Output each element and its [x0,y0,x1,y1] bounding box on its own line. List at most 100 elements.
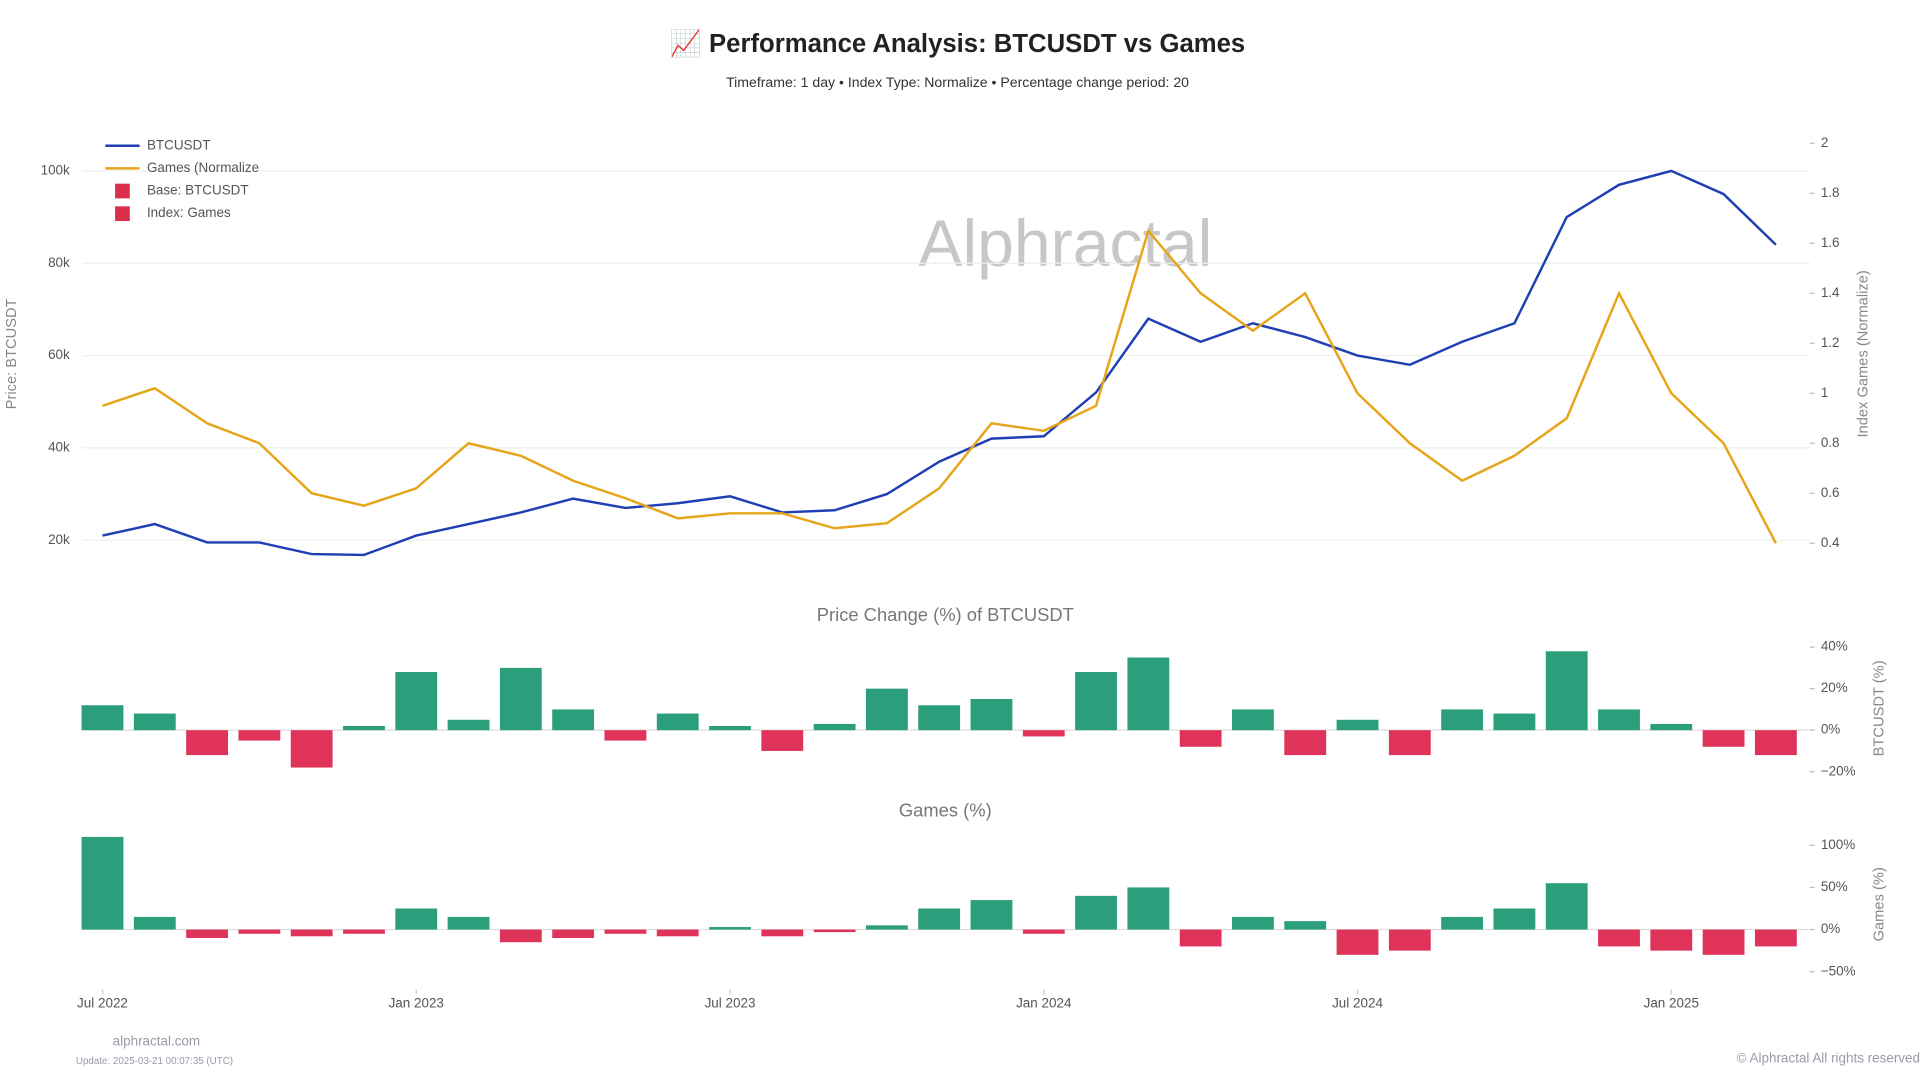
bar [1022,730,1065,737]
bar [1702,929,1745,955]
bar [238,929,281,934]
bar [1336,929,1379,955]
bar [1388,730,1431,756]
chart-title: 📈 Performance Analysis: BTCUSDT vs Games [670,28,1245,58]
bar [1075,672,1117,731]
bar [1754,929,1797,947]
bar [81,705,124,731]
bar [395,908,438,930]
bar [499,667,542,731]
chart-subtitle: Timeframe: 1 day • Index Type: Normalize… [726,74,1189,90]
bar [970,900,1013,930]
bar [1388,929,1431,951]
line-series [102,169,1777,557]
line-series [102,228,1777,544]
bar [761,730,804,751]
y-tick-label: 40k [48,439,70,454]
footer-copyright: © Alphractal All rights reserved [1737,1051,1920,1066]
y-tick-label: 0% [1821,921,1840,936]
bar [133,916,176,930]
y2-tick-label: 1.8 [1821,185,1840,200]
bar [499,929,542,943]
bar [552,929,595,938]
y-axis-title: Games (%) [1871,867,1887,941]
y-tick-label: 80k [48,255,70,270]
bar [1441,916,1484,930]
bar [1075,895,1117,930]
y2-tick-label: 0.4 [1821,535,1840,550]
bar [343,726,385,731]
y2-tick-label: 2 [1821,135,1828,150]
y-tick-label: 0% [1821,722,1840,737]
y2-tick-label: 0.6 [1821,485,1840,500]
bar [813,929,856,933]
bar [1284,730,1327,756]
x-tick-label: Jul 2024 [1332,996,1383,1011]
bar [290,730,333,768]
bar [1284,921,1327,930]
bar [865,925,908,930]
bar [1441,709,1484,731]
bar [1702,730,1745,747]
bar [1179,730,1222,747]
panel-title: Games (%) [899,800,992,821]
bar [1545,883,1588,930]
y-tick-label: −50% [1821,963,1856,978]
bar [1598,929,1640,947]
bar [1232,916,1274,930]
bar [1754,730,1797,756]
footer-update: Update: 2025-03-21 00:07:35 (UTC) [76,1056,233,1067]
legend-label: Index: Games [147,205,231,220]
x-tick-label: Jul 2023 [705,996,756,1011]
legend-swatch [115,206,130,222]
x-tick-label: Jan 2024 [1016,996,1072,1011]
bar [709,726,751,731]
y2-tick-label: 1.2 [1821,335,1840,350]
bar [395,672,438,731]
bar [1598,709,1640,731]
y-tick-label: 60k [48,347,70,362]
bar [604,730,647,741]
bar [552,709,595,731]
legend-swatch [115,183,130,199]
bar [343,929,385,934]
y-tick-label: 100k [41,163,70,178]
watermark: Alphractal [918,207,1212,281]
bar [1179,929,1222,947]
x-tick-label: Jul 2022 [77,996,128,1011]
y-axis-title: BTCUSDT (%) [1871,660,1887,756]
y-tick-label: 50% [1821,879,1848,894]
bar [1127,887,1170,930]
bar [447,719,490,731]
y2-tick-label: 1.4 [1821,285,1840,300]
y2-tick-label: 0.8 [1821,435,1840,450]
bar [81,836,124,930]
bar [238,730,281,741]
bar [186,929,228,938]
bar [1336,719,1379,731]
bar [918,908,961,930]
bar [1650,929,1693,951]
bar [290,929,333,937]
y-tick-label: 20% [1821,680,1848,695]
bar [918,705,961,731]
bar [133,713,176,731]
bar [1493,713,1536,731]
bar [656,929,699,937]
bar [1022,929,1065,934]
bar [186,730,228,756]
y-tick-label: 20k [48,532,70,547]
x-tick-label: Jan 2023 [389,996,444,1011]
legend-label: BTCUSDT [147,137,211,152]
footer-site: alphractal.com [113,1034,201,1049]
bar [970,699,1013,731]
legend-label: Games (Normalize [147,160,259,175]
bar [1545,651,1588,731]
y-tick-label: 100% [1821,837,1855,852]
bar [604,929,647,934]
bar [656,713,699,731]
y-axis-title: Price: BTCUSDT [4,298,20,409]
y2-axis-title: Index Games (Normalize) [1856,270,1872,437]
